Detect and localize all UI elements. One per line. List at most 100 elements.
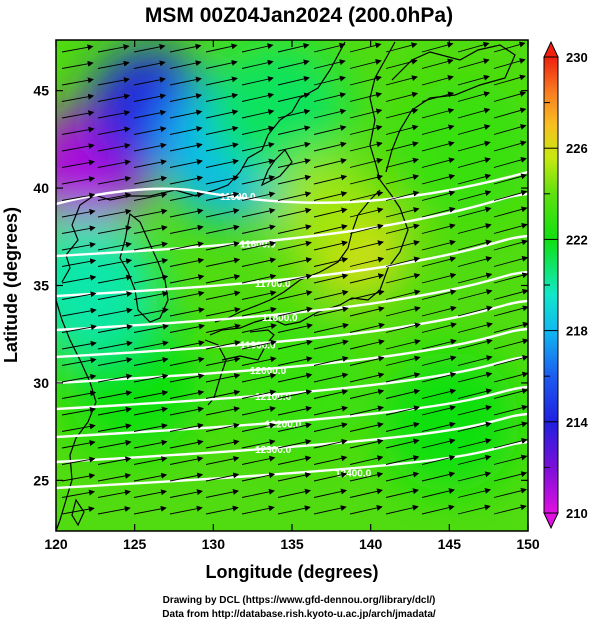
colorbar: 210 214 218 222 226 230 — [543, 40, 588, 530]
wind-arrow-285 — [493, 388, 528, 399]
wind-arrow-251 — [205, 356, 241, 366]
wind-arrow-238 — [205, 340, 241, 350]
wind-arrow-18 — [241, 59, 274, 69]
wind-arrow-224 — [169, 323, 205, 333]
plot-area: 11500.011600.011700.011800.011900.012000… — [33, 39, 540, 552]
wind-arrow-359 — [349, 488, 383, 498]
wind-arrow-272 — [493, 371, 528, 383]
wind-arrow-79 — [97, 142, 131, 152]
wind-arrow-254 — [313, 356, 349, 366]
wind-arrow-87 — [385, 141, 419, 152]
wind-arrow-113 — [385, 174, 420, 185]
wind-arrow-328 — [169, 456, 204, 465]
wind-arrow-178 — [385, 256, 421, 267]
wind-arrow-314 — [133, 439, 168, 449]
contour-12300 — [56, 412, 528, 464]
wind-arrow-144 — [97, 225, 132, 234]
wind-arrow-62 — [421, 108, 455, 119]
wind-arrow-85 — [313, 141, 347, 152]
wind-arrow-55 — [169, 109, 203, 119]
wind-arrow-167 — [457, 239, 492, 251]
wind-arrow-305 — [277, 422, 312, 432]
wind-arrow-3 — [169, 43, 202, 53]
wind-arrow-336 — [457, 454, 492, 465]
wind-arrow-246 — [493, 338, 528, 350]
wind-arrow-122 — [241, 191, 276, 201]
wind-arrow-49 — [421, 91, 455, 102]
wind-arrow-322 — [421, 438, 456, 449]
wind-arrow-26 — [61, 77, 94, 86]
wind-arrow-129 — [493, 189, 528, 201]
x-tick-label-145: 145 — [438, 536, 462, 552]
wind-arrow-206 — [457, 289, 493, 300]
wind-arrow-262 — [133, 373, 169, 383]
field-sample-6 — [222, 312, 362, 453]
y-tick-label-40: 40 — [33, 180, 49, 196]
wind-arrow-17 — [205, 59, 238, 69]
wind-arrow-253 — [277, 356, 313, 366]
wind-arrow-195 — [61, 291, 97, 300]
wind-arrow-114 — [421, 173, 456, 185]
wind-arrow-316 — [205, 439, 240, 449]
field-sample-3 — [206, 40, 347, 181]
wind-arrow-76 — [457, 124, 491, 135]
wind-arrow-42 — [169, 93, 203, 102]
wind-arrow-1 — [97, 44, 130, 53]
wind-arrow-263 — [169, 373, 205, 383]
wind-arrow-98 — [313, 158, 347, 168]
wind-arrow-88 — [421, 140, 455, 152]
wind-arrow-74 — [385, 124, 419, 135]
wind-arrow-43 — [205, 92, 239, 102]
colorbar-min-triangle — [543, 512, 559, 530]
wind-arrow-313 — [97, 439, 132, 449]
wind-arrow-47 — [349, 91, 383, 102]
wind-arrow-355 — [205, 489, 239, 498]
colorbar-tick-label-214: 214 — [566, 415, 588, 430]
wind-arrow-84 — [277, 141, 311, 152]
wind-arrow-218 — [421, 305, 457, 317]
wind-arrow-335 — [421, 454, 456, 465]
wind-arrow-99 — [349, 157, 383, 168]
wind-arrow-264 — [205, 373, 241, 383]
wind-arrow-210 — [133, 307, 169, 317]
colorbar-tick-label-210: 210 — [566, 506, 588, 521]
wind-arrow-95 — [205, 158, 239, 168]
wind-arrow-226 — [241, 323, 277, 333]
contour-label-11800: 11800.0 — [262, 313, 298, 324]
wind-arrow-23 — [421, 58, 454, 69]
wind-arrow-11 — [457, 41, 490, 53]
contour-12000 — [56, 327, 528, 385]
wind-arrow-261 — [97, 373, 133, 383]
wind-arrow-269 — [385, 372, 421, 383]
wind-arrow-255 — [349, 355, 385, 366]
wind-arrow-104 — [61, 176, 96, 185]
wind-arrow-118 — [97, 192, 132, 201]
wind-arrow-121 — [205, 191, 240, 201]
x-tick-label-140: 140 — [359, 536, 383, 552]
wind-arrow-346 — [349, 471, 384, 482]
wind-arrow-370 — [277, 505, 311, 515]
wind-arrow-0 — [61, 44, 94, 53]
wind-arrow-297 — [457, 405, 492, 416]
wind-arrow-374 — [421, 504, 455, 515]
wind-arrow-200 — [241, 290, 277, 300]
wind-arrow-310 — [457, 421, 492, 432]
wind-arrow-112 — [349, 174, 384, 185]
wind-arrow-367 — [169, 505, 203, 515]
x-tick-label-125: 125 — [123, 536, 147, 552]
wind-arrow-179 — [421, 256, 457, 267]
wind-arrow-103 — [493, 157, 527, 168]
colorbar-tick-label-226: 226 — [566, 141, 588, 156]
wind-arrow-130 — [61, 209, 96, 218]
wind-arrow-181 — [493, 255, 528, 267]
wind-arrow-127 — [421, 190, 456, 201]
wind-arrow-120 — [169, 191, 204, 201]
temperature-field — [56, 40, 528, 492]
wind-arrow-248 — [97, 357, 133, 366]
wind-arrow-66 — [97, 126, 131, 135]
wind-arrow-213 — [241, 306, 277, 317]
y-tick-label-25: 25 — [33, 472, 49, 488]
wind-arrow-172 — [169, 257, 205, 267]
wind-arrow-67 — [133, 126, 167, 135]
wind-arrow-36 — [421, 75, 454, 86]
